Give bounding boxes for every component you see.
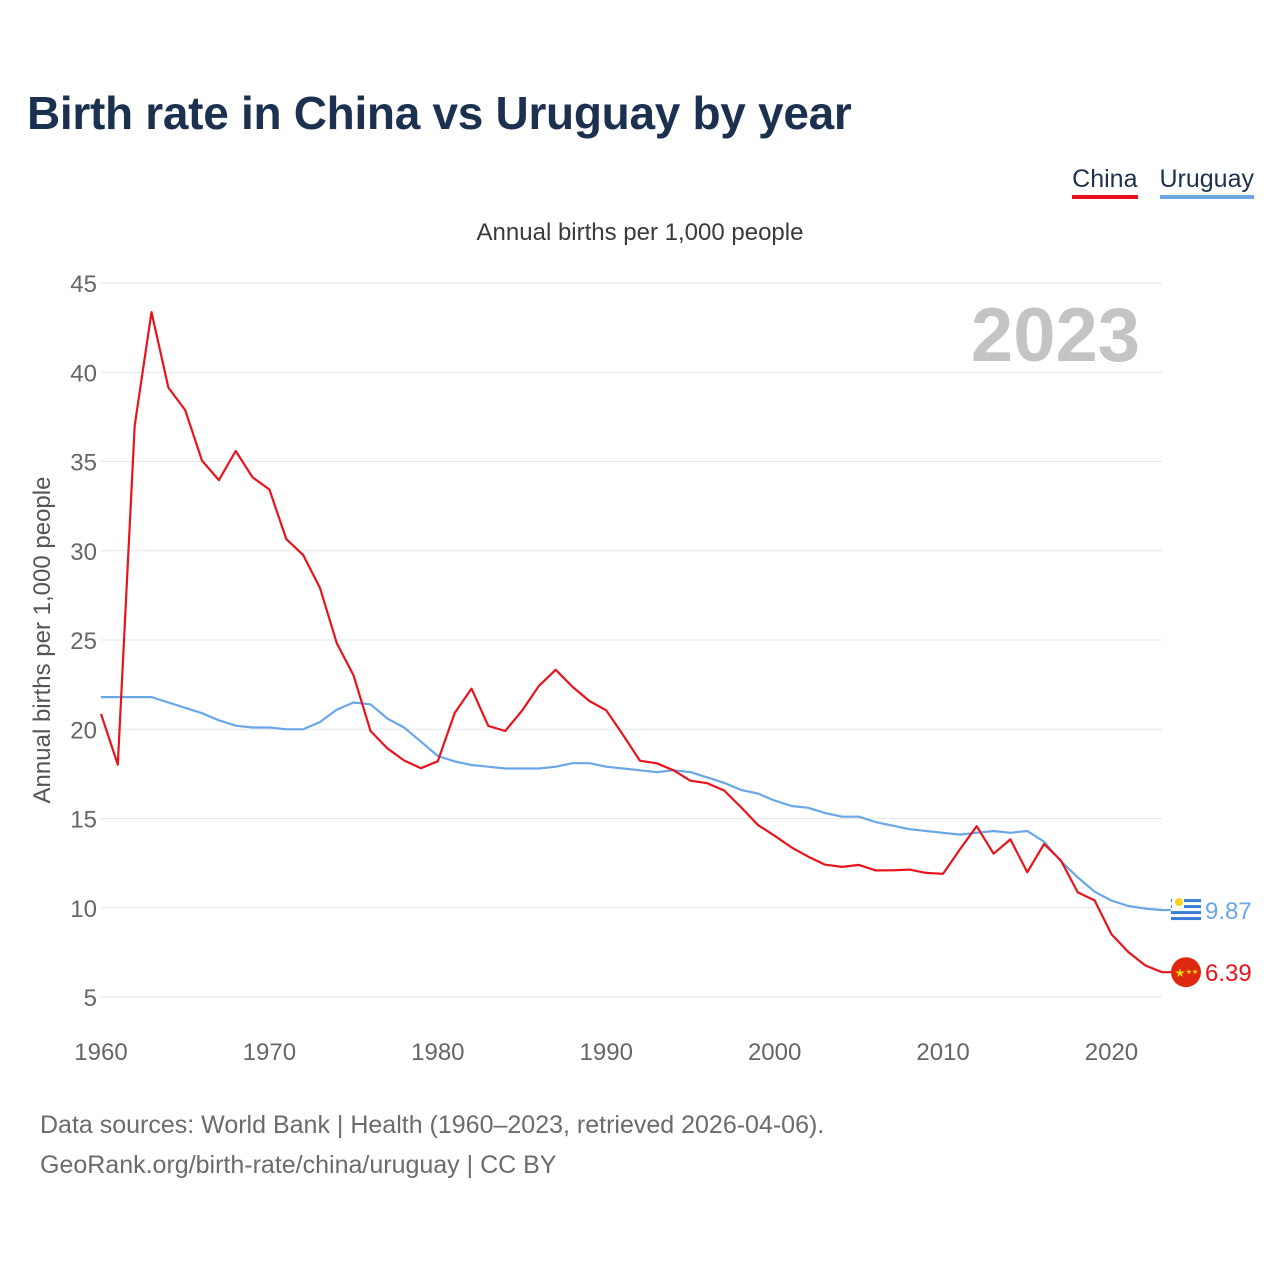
series-line-china[interactable] [99,311,1163,974]
y-tick-label: 25 [70,628,97,655]
x-tick-label: 2020 [1085,1039,1138,1066]
svg-text:★★: ★★ [1186,968,1199,976]
axis-layer: 5 10 15 20 25 30 35 40 45 1960 1970 1980 1990 2000 201… [70,271,1138,1066]
y-tick-label: 40 [70,360,97,387]
page-title: Birth rate in China vs Uruguay by year [27,87,852,139]
y-tick-label: 10 [70,896,97,923]
x-tick-label: 1970 [243,1039,296,1066]
y-axis-label: Annual births per 1,000 people [29,477,56,804]
y-tick-label: 35 [70,450,97,477]
y-tick-label: 5 [84,985,97,1012]
chart-subtitle: Annual births per 1,000 people [477,219,804,246]
x-tick-label: 1980 [411,1039,464,1066]
x-tick-label: 2010 [916,1039,969,1066]
svg-text:★: ★ [1175,966,1186,980]
china-flag-icon: ★ ★★ [1171,957,1201,988]
marker-layer: 9.87★ ★★ 6.39 [1162,895,1252,988]
end-value-label-uruguay: 9.87 [1205,898,1252,925]
credit-link[interactable]: GeoRank.org/birth-rate/china/uruguay | C… [40,1151,557,1179]
series-line-uruguay[interactable] [101,695,1163,912]
footer: Data sources: World Bank | Health (1960–… [40,1105,824,1185]
legend-item-china[interactable]: China [1072,165,1138,199]
y-tick-label: 30 [70,539,97,566]
uruguay-flag-icon [1171,895,1201,926]
legend-item-uruguay[interactable]: Uruguay [1159,165,1254,199]
legend: China Uruguay [1072,165,1254,199]
x-tick-label: 1960 [74,1039,127,1066]
x-tick-label: 2000 [748,1039,801,1066]
y-tick-label: 15 [70,807,97,834]
y-tick-label: 20 [70,717,97,744]
data-sources-note: Data sources: World Bank | Health (1960–… [40,1111,825,1139]
grid-layer [101,282,1162,998]
x-tick-label: 1990 [580,1039,633,1066]
series-layer [99,311,1163,974]
y-tick-label: 45 [70,271,97,298]
year-watermark: 2023 [971,293,1140,378]
end-value-label-china: 6.39 [1205,960,1252,987]
